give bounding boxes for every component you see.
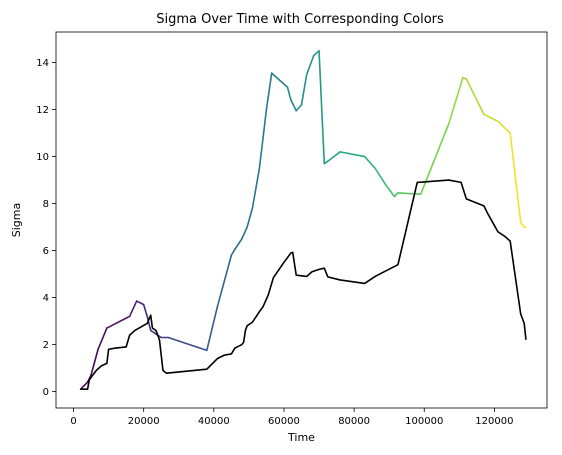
sigma-colored-segment [270,72,289,89]
sigma-colored-segment [251,167,261,210]
y-tick-label: 14 [36,58,49,69]
y-axis-ticks: 0 2 4 6 8 10 12 14 [36,58,56,398]
x-axis-ticks: 0 20000 40000 60000 80000 100000 120000 [70,408,513,427]
sigma-colored-segment [305,54,315,76]
sigma-colored-segment [318,49,326,165]
x-tick-label: 0 [70,416,76,427]
sigma-colored-segment [90,348,99,376]
plot-series [79,49,527,391]
sigma-colored-segment [149,329,163,339]
sigma-colored-segment [465,78,485,116]
plot-frame [55,31,548,409]
sigma-colored-segment [384,183,396,198]
sigma-colored-segment [300,73,308,106]
y-tick-label: 2 [43,340,49,351]
sigma-colored-segment [339,151,366,158]
sigma-colored-segment [97,327,108,351]
sigma-colored-segment [509,132,522,224]
y-tick-label: 12 [36,105,49,116]
sigma-colored-segment [519,221,526,228]
y-tick-label: 0 [43,387,49,398]
sigma-colored-segment [447,77,464,125]
sigma-colored-segment [393,192,399,198]
sigma-colored-segment [79,381,89,391]
sigma-colored-segment [327,151,341,163]
sigma-colored-segment [265,72,273,111]
y-tick-label: 8 [43,199,49,210]
x-tick-label: 60000 [268,416,300,427]
sigma-colored-segment [363,155,376,170]
sigma-colored-segment [206,306,219,352]
sigma-colored-segment [106,315,131,329]
x-tick-label: 20000 [128,416,160,427]
y-axis-label: Sigma [10,203,23,237]
sigma-colored-segment [230,248,236,257]
sigma-colored-segment [241,226,248,240]
sigma-colored-segment [312,49,320,57]
x-tick-label: 100000 [405,416,443,427]
sigma-colored-segment [483,113,499,123]
sigma-colored-segment [146,315,152,332]
sigma-colored-segment [295,104,303,112]
x-axis-label: Time [287,431,315,444]
y-tick-label: 10 [36,152,49,163]
sigma-colored-segment [246,207,254,228]
sigma-colored-segment [223,254,233,282]
x-tick-label: 40000 [198,416,230,427]
sigma-colored-segment [397,192,422,195]
x-tick-label: 120000 [475,416,513,427]
y-tick-label: 6 [43,246,49,257]
sigma-colored-segment [286,86,292,101]
sigma-colored-segment [167,336,208,352]
sigma-black-line [80,179,527,391]
sigma-colored-segment [128,300,138,318]
x-tick-label: 80000 [338,416,370,427]
sigma-colored-segment [234,238,243,251]
sigma-colored-segment [258,108,268,170]
sigma-colored-segment [290,99,298,112]
chart-title: Sigma Over Time with Corresponding Color… [156,12,444,27]
sigma-colored-segment [135,300,145,306]
sigma-colored-segment [497,120,511,134]
sigma-colored-segment [142,303,148,318]
y-tick-label: 4 [43,293,49,304]
sigma-colored-segment [374,167,387,186]
sigma-colored-segment [216,280,226,308]
